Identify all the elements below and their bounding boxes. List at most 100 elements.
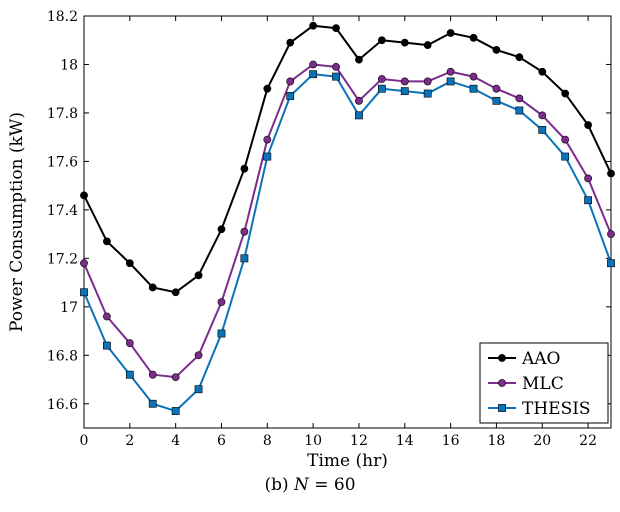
data-point — [515, 106, 524, 115]
legend-swatch-marker — [498, 379, 506, 387]
y-tick-label: 18.2 — [47, 9, 78, 25]
caption-suffix: = 60 — [308, 475, 356, 495]
data-point — [400, 77, 409, 86]
caption-prefix: (b) — [264, 475, 294, 495]
data-point — [607, 259, 615, 268]
data-point — [492, 96, 501, 105]
series-line-aao — [83, 24, 612, 294]
data-point — [400, 38, 409, 47]
data-point — [103, 341, 111, 350]
data-point — [125, 259, 134, 268]
data-point — [446, 67, 455, 76]
data-point — [515, 53, 524, 62]
data-point — [148, 399, 157, 408]
data-point — [423, 77, 432, 86]
data-point — [423, 41, 432, 49]
legend: AAO MLC THESIS — [479, 342, 609, 424]
axis-ticks: 0 2 4 6 8 10 12 14 16 18 20 22 16.6 16.8 17 17.2 17.4 17.… — [47, 9, 611, 449]
data-point — [377, 36, 386, 45]
data-point — [561, 152, 570, 161]
data-point — [561, 135, 570, 144]
data-point — [240, 254, 249, 263]
y-tick-label: 17.6 — [47, 154, 78, 170]
data-point — [469, 84, 478, 93]
data-point — [515, 94, 524, 103]
data-point — [125, 370, 134, 379]
data-point — [194, 351, 203, 360]
data-point — [80, 288, 88, 297]
figure-caption: (b) N = 60 — [0, 475, 620, 495]
data-point — [584, 121, 592, 129]
data-point — [286, 38, 295, 47]
data-point — [355, 55, 363, 64]
data-point — [148, 283, 157, 292]
y-tick-label: 17.8 — [47, 106, 78, 122]
y-tick-label: 16.8 — [47, 348, 78, 364]
data-point — [423, 89, 432, 98]
data-point — [171, 407, 180, 415]
data-point — [355, 111, 363, 120]
legend-label: THESIS — [522, 399, 591, 419]
data-point — [469, 72, 478, 81]
data-point — [492, 84, 501, 93]
data-point — [263, 135, 272, 144]
data-point — [332, 72, 340, 81]
data-point — [332, 24, 340, 33]
data-point — [584, 196, 592, 205]
data-point — [217, 225, 226, 234]
data-point — [469, 33, 478, 42]
data-point — [286, 77, 295, 86]
legend-label: AAO — [521, 349, 561, 369]
data-point — [263, 152, 272, 161]
data-point — [217, 329, 226, 338]
legend-item-aao: AAO — [488, 349, 561, 369]
data-point — [538, 67, 547, 76]
data-point — [240, 227, 249, 236]
y-tick-label: 17.4 — [47, 203, 78, 219]
data-point — [125, 339, 134, 348]
data-point — [607, 169, 615, 178]
series-layer — [80, 21, 615, 415]
data-point — [607, 230, 615, 239]
x-tick-label: 6 — [217, 433, 226, 449]
x-tick-label: 12 — [350, 433, 368, 449]
data-point — [240, 164, 249, 173]
series-thesis — [80, 70, 615, 415]
data-point — [355, 96, 363, 105]
data-point — [194, 385, 203, 394]
data-point — [194, 271, 203, 280]
legend-swatch-marker — [498, 404, 506, 412]
line-chart: 0 2 4 6 8 10 12 14 16 18 20 22 16.6 16.8 17 17.2 17.4 17.… — [7, 9, 615, 470]
series-mlc — [80, 60, 615, 382]
data-point — [148, 370, 157, 379]
plot-area-frame — [83, 15, 612, 429]
x-tick-label: 18 — [488, 433, 506, 449]
data-point — [377, 84, 386, 93]
x-tick-label: 4 — [171, 433, 180, 449]
x-tick-label: 14 — [396, 433, 414, 449]
x-tick-label: 10 — [304, 433, 322, 449]
series-line-mlc — [83, 63, 612, 379]
data-point — [309, 70, 318, 79]
data-point — [538, 126, 547, 134]
data-point — [400, 87, 409, 96]
legend-label: MLC — [522, 374, 564, 394]
data-point — [446, 77, 455, 86]
data-point — [171, 288, 180, 297]
data-point — [171, 373, 180, 382]
data-point — [309, 60, 318, 69]
data-point — [446, 29, 455, 37]
series-aao — [80, 21, 615, 297]
data-point — [263, 84, 272, 93]
data-point — [103, 312, 111, 321]
x-tick-label: 22 — [579, 433, 597, 449]
legend-swatch-marker — [498, 354, 506, 362]
data-point — [561, 89, 570, 98]
data-point — [332, 62, 340, 71]
x-axis-label: Time (hr) — [307, 451, 388, 470]
legend-item-mlc: MLC — [488, 374, 564, 394]
y-tick-label: 17 — [60, 300, 78, 316]
data-point — [538, 111, 547, 120]
y-tick-label: 16.6 — [47, 397, 78, 413]
x-tick-label: 20 — [533, 433, 551, 449]
